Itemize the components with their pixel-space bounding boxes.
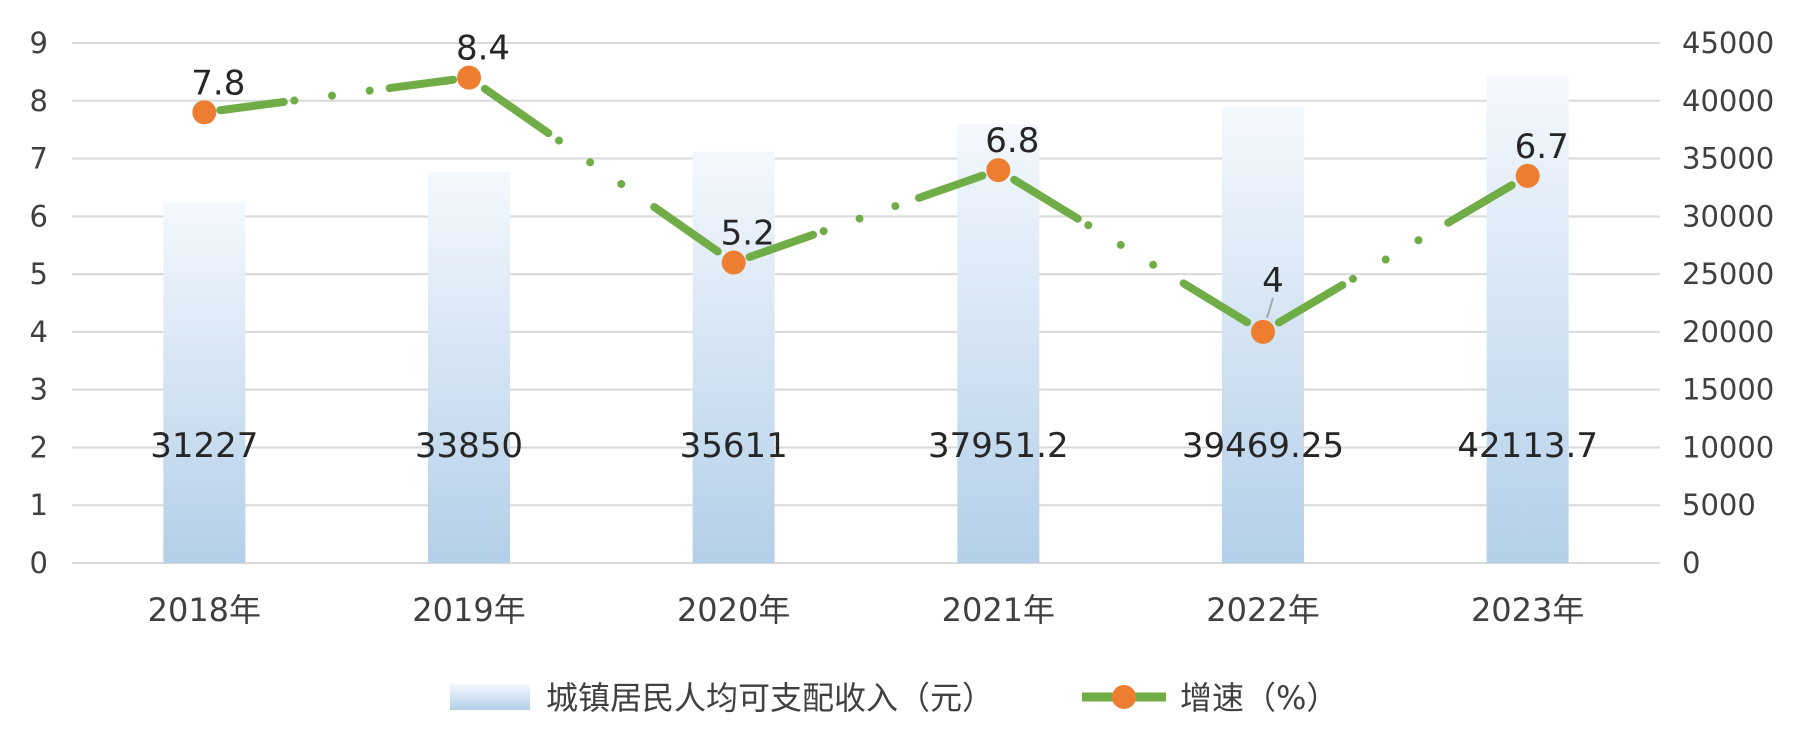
line-segment (1084, 221, 1178, 281)
line-segment (1179, 279, 1252, 327)
right-tick-label: 35000 (1682, 142, 1774, 176)
legend-marker-swatch (1112, 685, 1136, 709)
left-tick-label: 8 (30, 84, 48, 118)
category-label: 2021年 (942, 591, 1055, 629)
right-axis: 0 5000 10000 15000 20000 25000 30000 35000 40000… (1682, 26, 1774, 580)
category-label: 2022年 (1206, 591, 1319, 629)
right-tick-label: 20000 (1682, 315, 1774, 349)
line-segment (290, 85, 384, 105)
left-tick-label: 5 (30, 257, 48, 291)
line-marker (1515, 163, 1540, 188)
gridlines (72, 42, 1660, 564)
line-segment (1348, 224, 1442, 283)
line-data-label: 5.2 (721, 214, 775, 254)
bar (428, 171, 510, 563)
right-tick-label: 40000 (1682, 84, 1774, 118)
legend-line-label: 增速（%） (1180, 679, 1338, 717)
line-data-label: 4 (1262, 261, 1284, 301)
line-segment (216, 97, 288, 115)
left-tick-label: 0 (30, 546, 48, 580)
line-marker (457, 65, 481, 90)
left-tick-label: 9 (30, 26, 48, 60)
line-data-label: 7.8 (191, 63, 245, 103)
right-tick-label: 5000 (1682, 488, 1756, 522)
line-marker (1251, 319, 1275, 344)
line-segment (650, 203, 722, 256)
category-label: 2020年 (677, 591, 790, 629)
right-tick-label: 45000 (1682, 26, 1774, 60)
legend: 城镇居民人均可支配收入（元） 增速（%） (450, 679, 1338, 717)
line-segment (554, 136, 648, 204)
right-tick-label: 0 (1682, 546, 1700, 580)
right-tick-label: 25000 (1682, 257, 1774, 291)
bar (1486, 76, 1569, 564)
bar (957, 124, 1040, 564)
left-tick-label: 2 (30, 430, 48, 464)
line-marker (192, 100, 217, 125)
line-data-label: 6.7 (1515, 127, 1569, 167)
line-segment (745, 230, 818, 262)
bar-data-label: 35611 (680, 426, 788, 466)
left-tick-label: 7 (30, 142, 48, 176)
line-marker (721, 250, 746, 275)
line-data-label: 6.8 (985, 121, 1039, 161)
line-segment (1010, 175, 1082, 223)
bar-data-label: 33850 (415, 426, 523, 466)
bar (163, 202, 246, 563)
legend-bar-label: 城镇居民人均可支配收入（元） (546, 679, 994, 717)
category-axis: 2018年 2019年 2020年 2021年 2022年 2023年 (148, 591, 1585, 629)
right-tick-label: 10000 (1682, 430, 1774, 464)
legend-bar-swatch (450, 684, 530, 710)
left-tick-label: 1 (30, 488, 48, 522)
line-segment (819, 197, 913, 236)
right-tick-label: 15000 (1682, 373, 1774, 407)
label-leader-line (1266, 297, 1274, 319)
line-segment (385, 75, 458, 93)
line-marker (986, 158, 1011, 183)
left-tick-label: 6 (30, 199, 48, 233)
bar (692, 151, 775, 563)
left-tick-label: 3 (30, 373, 48, 407)
left-tick-label: 4 (30, 315, 48, 349)
bar-data-label: 37951.2 (928, 426, 1069, 466)
bar-series: 31227 33850 35611 37951.2 39469.25 42113.7 (150, 76, 1598, 564)
line-segment (1274, 281, 1347, 327)
category-label: 2019年 (412, 591, 525, 629)
bar-data-label: 31227 (150, 426, 258, 466)
line-series: 7.8 8.4 5.2 6.8 4 6.7 (191, 29, 1569, 344)
line-segment (480, 84, 553, 138)
line-segment (914, 171, 987, 202)
line-data-label: 8.4 (456, 29, 510, 69)
left-axis: 0 1 2 3 4 5 6 7 8 9 (30, 26, 48, 580)
right-tick-label: 30000 (1682, 199, 1774, 233)
category-label: 2018年 (148, 591, 261, 629)
bar-data-label: 39469.25 (1182, 426, 1344, 466)
bar-data-label: 42113.7 (1457, 426, 1598, 466)
category-label: 2023年 (1471, 591, 1584, 629)
line-segment (1444, 181, 1516, 227)
